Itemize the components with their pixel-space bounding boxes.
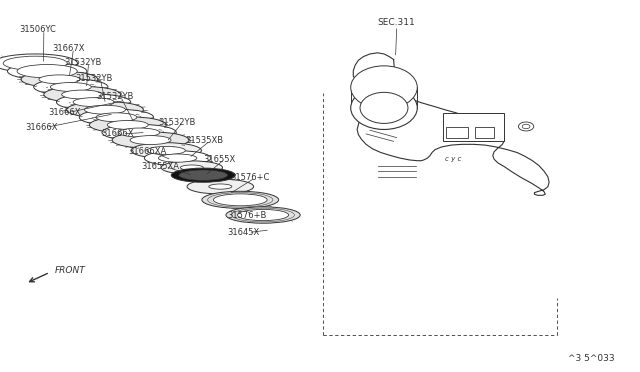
Ellipse shape xyxy=(351,86,417,129)
Ellipse shape xyxy=(79,109,154,125)
Text: SEC.311: SEC.311 xyxy=(378,18,415,27)
Ellipse shape xyxy=(213,194,267,206)
Ellipse shape xyxy=(130,136,171,145)
Text: 31666X: 31666X xyxy=(26,123,58,132)
Bar xyxy=(446,127,468,138)
Text: 31576+C: 31576+C xyxy=(230,173,270,182)
Text: 31645X: 31645X xyxy=(227,228,259,237)
Text: 31655X: 31655X xyxy=(204,155,236,164)
Ellipse shape xyxy=(180,165,204,170)
Ellipse shape xyxy=(172,168,236,182)
Ellipse shape xyxy=(131,143,202,158)
Text: FRONT: FRONT xyxy=(54,266,85,275)
Ellipse shape xyxy=(84,105,125,114)
Ellipse shape xyxy=(56,94,131,110)
Ellipse shape xyxy=(179,170,228,180)
Ellipse shape xyxy=(226,207,300,223)
Ellipse shape xyxy=(67,102,143,118)
Text: 31532YB: 31532YB xyxy=(158,118,195,126)
Text: c y c: c y c xyxy=(445,156,461,162)
Ellipse shape xyxy=(237,209,289,221)
Ellipse shape xyxy=(187,179,253,194)
Ellipse shape xyxy=(61,90,102,99)
Ellipse shape xyxy=(360,92,408,124)
Ellipse shape xyxy=(34,79,108,95)
Ellipse shape xyxy=(159,154,197,162)
Ellipse shape xyxy=(90,117,166,133)
Text: 31666XA: 31666XA xyxy=(128,147,166,156)
Ellipse shape xyxy=(118,128,159,137)
Ellipse shape xyxy=(112,132,189,148)
Ellipse shape xyxy=(44,86,120,103)
Ellipse shape xyxy=(161,161,223,174)
Text: 31666X: 31666X xyxy=(48,108,81,117)
Text: 31576+B: 31576+B xyxy=(227,211,267,220)
Bar xyxy=(443,113,504,141)
Ellipse shape xyxy=(8,62,87,80)
Ellipse shape xyxy=(17,64,77,78)
Ellipse shape xyxy=(73,98,114,107)
Bar xyxy=(475,127,494,138)
Ellipse shape xyxy=(147,147,186,155)
Ellipse shape xyxy=(108,121,148,129)
Ellipse shape xyxy=(39,75,80,84)
Circle shape xyxy=(522,124,530,129)
Ellipse shape xyxy=(351,66,417,109)
Ellipse shape xyxy=(202,191,278,208)
Ellipse shape xyxy=(3,56,67,70)
Text: 31666X: 31666X xyxy=(101,129,134,138)
Text: 31506YC: 31506YC xyxy=(19,25,56,34)
Ellipse shape xyxy=(21,71,98,87)
Text: 31655XA: 31655XA xyxy=(141,162,179,171)
Text: 31532YB: 31532YB xyxy=(64,58,101,67)
Ellipse shape xyxy=(51,83,92,92)
Text: 31532YB: 31532YB xyxy=(96,92,133,101)
Text: 31667X: 31667X xyxy=(52,44,85,53)
Text: 31535XB: 31535XB xyxy=(186,136,224,145)
Ellipse shape xyxy=(209,184,232,189)
Circle shape xyxy=(518,122,534,131)
Ellipse shape xyxy=(102,124,176,141)
Text: 31532YB: 31532YB xyxy=(76,74,113,83)
Ellipse shape xyxy=(145,151,211,166)
Ellipse shape xyxy=(0,54,77,73)
Ellipse shape xyxy=(96,113,137,122)
Text: ^3 5^033: ^3 5^033 xyxy=(568,354,614,363)
